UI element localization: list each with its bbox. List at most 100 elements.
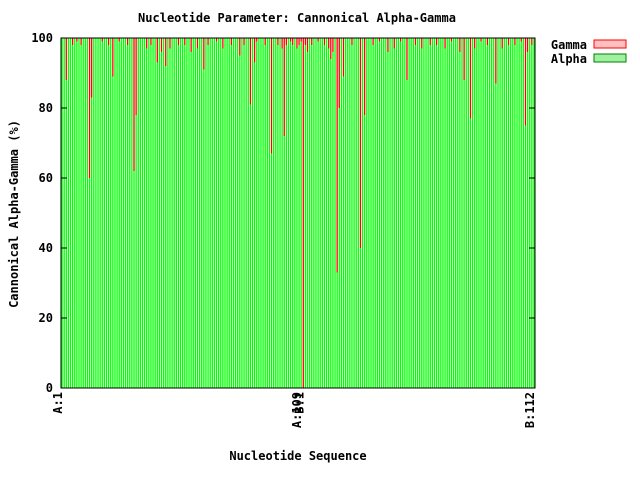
bar-alpha bbox=[347, 38, 349, 388]
bar-gamma bbox=[239, 38, 241, 56]
bar-alpha bbox=[213, 38, 216, 388]
bar-alpha bbox=[93, 38, 95, 388]
bar-gamma bbox=[338, 38, 340, 108]
bar-alpha bbox=[389, 38, 391, 388]
bar-alpha bbox=[251, 38, 254, 388]
bar-alpha bbox=[196, 48, 199, 388]
y-axis-label: Cannonical Alpha-Gamma (%) bbox=[7, 120, 21, 308]
bar-alpha bbox=[412, 38, 414, 388]
bar-alpha bbox=[351, 45, 353, 388]
bar-alpha bbox=[105, 38, 108, 388]
bar-gamma bbox=[264, 38, 266, 45]
bar-alpha bbox=[330, 59, 332, 388]
bar-gamma bbox=[101, 38, 103, 42]
x-tick-label: A:1 bbox=[51, 392, 65, 414]
bar-alpha bbox=[243, 45, 245, 388]
bar-alpha bbox=[99, 38, 101, 388]
bar-alpha bbox=[467, 38, 469, 388]
bar-alpha bbox=[156, 62, 158, 388]
bar-alpha bbox=[211, 38, 213, 388]
bar-gamma bbox=[444, 38, 446, 49]
bar-alpha bbox=[385, 38, 387, 388]
bar-gamma bbox=[469, 38, 472, 119]
bar-gamma bbox=[289, 38, 292, 42]
bar-gamma bbox=[160, 38, 163, 52]
bar-gamma bbox=[501, 38, 503, 49]
bar-gamma bbox=[372, 38, 374, 45]
x-tick-label: B:1 bbox=[292, 392, 306, 414]
x-axis-label: Nucleotide Sequence bbox=[229, 449, 366, 463]
bar-alpha bbox=[298, 45, 300, 388]
bar-gamma bbox=[135, 38, 137, 115]
bar-alpha bbox=[308, 38, 311, 388]
bar-alpha bbox=[215, 41, 218, 388]
bar-alpha bbox=[478, 38, 480, 388]
bar-alpha bbox=[486, 45, 489, 388]
bar-gamma bbox=[71, 38, 74, 45]
bar-gamma bbox=[495, 38, 497, 84]
bar-gamma bbox=[253, 38, 256, 63]
bar-alpha bbox=[224, 38, 226, 388]
bar-alpha bbox=[249, 104, 252, 388]
bar-alpha bbox=[416, 38, 419, 388]
bar-alpha bbox=[61, 38, 63, 388]
bar-alpha bbox=[457, 38, 459, 388]
bar-alpha bbox=[97, 38, 99, 388]
bar-alpha bbox=[484, 38, 486, 388]
legend-label-alpha: Alpha bbox=[551, 52, 587, 66]
plot-frame bbox=[60, 37, 536, 389]
bar-alpha bbox=[131, 38, 133, 388]
bar-alpha bbox=[311, 45, 313, 388]
bar-alpha bbox=[232, 38, 235, 388]
bar-alpha bbox=[334, 38, 336, 388]
bar-alpha bbox=[209, 38, 211, 388]
bar-alpha bbox=[435, 45, 438, 388]
bar-gamma bbox=[118, 38, 120, 42]
bar-alpha bbox=[438, 38, 440, 388]
bar-alpha bbox=[480, 41, 482, 388]
bar-alpha bbox=[404, 38, 406, 388]
bar-gamma bbox=[76, 38, 78, 42]
bar-alpha bbox=[63, 38, 65, 388]
bar-gamma bbox=[311, 38, 313, 45]
bar-alpha bbox=[110, 38, 112, 388]
bar-alpha bbox=[88, 178, 91, 388]
bar-alpha bbox=[414, 45, 417, 388]
bar-gamma bbox=[112, 38, 114, 77]
bar-gamma bbox=[133, 38, 135, 171]
bar-alpha bbox=[526, 52, 529, 388]
bar-alpha bbox=[493, 38, 495, 388]
bar-alpha bbox=[91, 97, 93, 388]
bar-gamma bbox=[285, 38, 288, 45]
bar-gamma bbox=[215, 38, 218, 42]
bar-gamma bbox=[364, 38, 366, 115]
bar-alpha bbox=[192, 38, 194, 388]
bar-alpha bbox=[446, 38, 448, 388]
bar-alpha bbox=[482, 38, 484, 388]
bar-alpha bbox=[514, 45, 516, 388]
bar-gamma bbox=[302, 38, 304, 388]
y-tick-label: 80 bbox=[39, 101, 53, 115]
bar-alpha bbox=[279, 38, 281, 388]
chart-title: Nucleotide Parameter: Cannonical Alpha-G… bbox=[138, 11, 456, 25]
bar-alpha bbox=[323, 45, 326, 388]
y-tick-label: 40 bbox=[39, 241, 53, 255]
bar-alpha bbox=[86, 38, 89, 388]
bar-alpha bbox=[328, 48, 330, 388]
bar-alpha bbox=[419, 38, 421, 388]
bar-alpha bbox=[315, 38, 317, 388]
bar-gamma bbox=[406, 38, 408, 80]
bar-gamma bbox=[524, 38, 527, 126]
bar-gamma bbox=[203, 38, 205, 70]
bar-alpha bbox=[230, 45, 232, 388]
bar-gamma bbox=[463, 38, 465, 80]
bar-gamma bbox=[230, 38, 232, 45]
bar-alpha bbox=[182, 38, 184, 388]
bar-alpha bbox=[273, 38, 275, 388]
bar-alpha bbox=[186, 38, 188, 388]
bar-gamma bbox=[359, 38, 362, 248]
bar-gamma bbox=[351, 38, 353, 45]
bar-alpha bbox=[143, 38, 146, 388]
bar-gamma bbox=[393, 38, 395, 49]
